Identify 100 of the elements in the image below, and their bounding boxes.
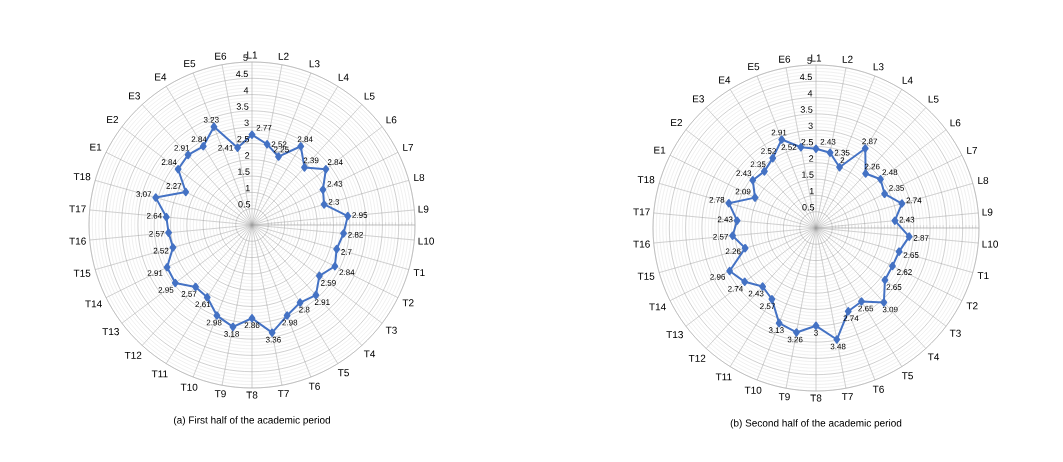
data-label: 2.09 xyxy=(735,188,751,195)
spoke-label: E4 xyxy=(155,73,167,81)
spoke-label: L2 xyxy=(278,52,289,60)
spoke-label: E6 xyxy=(215,52,227,60)
spoke-label: T5 xyxy=(337,369,349,377)
spoke-label: T16 xyxy=(633,240,650,248)
y-tick-label: 3 xyxy=(244,119,249,127)
data-label: 2.26 xyxy=(725,248,741,255)
text: (a) First half of the academic period xyxy=(173,416,330,426)
spoke-label: T8 xyxy=(810,394,822,402)
data-label: 2.43 xyxy=(736,170,752,177)
data-label: 2.74 xyxy=(728,286,743,292)
y-tick-label: 4 xyxy=(807,90,813,97)
y-tick-label: 1.5 xyxy=(238,168,250,175)
spoke-label: T14 xyxy=(85,300,102,308)
data-label: 2.96 xyxy=(710,274,726,280)
spoke-label: E2 xyxy=(107,116,119,124)
spoke-label: T13 xyxy=(102,328,119,336)
spoke-label: T11 xyxy=(151,370,168,378)
data-label: 2.59 xyxy=(321,280,336,286)
y-tick-label: 5 xyxy=(807,57,812,64)
spoke-label: T10 xyxy=(180,383,198,391)
spoke-label: T18 xyxy=(637,176,655,184)
spoke-label: L5 xyxy=(364,92,375,100)
data-label: 2 xyxy=(840,157,845,163)
data-label: 2.87 xyxy=(913,235,929,241)
y-tick-label: 0.5 xyxy=(238,201,251,208)
data-label: 3.23 xyxy=(203,116,219,123)
spoke-label: L3 xyxy=(309,60,320,68)
spoke-label: T7 xyxy=(841,393,853,401)
spoke-label: T12 xyxy=(688,354,706,362)
spoke-label: T16 xyxy=(69,237,86,245)
data-label: 3.36 xyxy=(265,336,281,343)
y-tick-label: 3 xyxy=(808,122,813,130)
data-label: 2.91 xyxy=(147,270,163,276)
spoke-label: E3 xyxy=(129,92,140,100)
data-label: 2.43 xyxy=(327,181,343,187)
data-label: 2.52 xyxy=(761,148,776,154)
data-label: 2.91 xyxy=(174,145,190,151)
data-label: 2.57 xyxy=(181,291,197,297)
spoke-label: T15 xyxy=(73,269,91,277)
data-label: 3.13 xyxy=(768,327,784,333)
spoke-label: T17 xyxy=(69,205,86,213)
spoke-label: L8 xyxy=(978,176,989,184)
y-tick-label: 2 xyxy=(809,155,814,162)
data-label: 2.35 xyxy=(889,185,904,191)
data-label: 2.91 xyxy=(771,129,787,136)
data-label: 2.57 xyxy=(713,233,728,240)
spoke-label: T13 xyxy=(666,331,683,339)
data-label: 3.26 xyxy=(787,336,803,343)
spoke-label: E1 xyxy=(90,143,102,151)
spoke-label: L5 xyxy=(928,95,939,103)
spoke-label: T5 xyxy=(901,372,913,380)
spoke-label: L4 xyxy=(338,73,349,81)
data-label: 2.8 xyxy=(299,306,310,313)
data-label: 2.7 xyxy=(341,249,352,255)
spoke-label: L7 xyxy=(403,143,414,151)
data-label: 2.65 xyxy=(886,284,902,290)
spoke-label: L1 xyxy=(811,54,822,62)
data-label: 3.07 xyxy=(136,191,152,197)
y-tick-label: 5 xyxy=(243,54,248,61)
spoke-label: E6 xyxy=(779,55,791,63)
data-label: 2.52 xyxy=(153,247,169,254)
data-label: 2.77 xyxy=(256,124,272,131)
data-label: 2.84 xyxy=(161,159,177,165)
spoke-label: L10 xyxy=(418,237,435,245)
data-label: 2.78 xyxy=(709,196,725,203)
spoke-label: L8 xyxy=(414,173,425,181)
data-label: 2.98 xyxy=(282,319,298,326)
spoke-label: E3 xyxy=(692,95,704,103)
spoke-label: L10 xyxy=(982,240,999,248)
spoke-label: L6 xyxy=(386,116,397,124)
data-label: 3.09 xyxy=(882,306,898,313)
spoke-label: T2 xyxy=(966,302,978,310)
data-label: 2.98 xyxy=(206,319,222,326)
spoke-label: T9 xyxy=(778,393,790,401)
data-label: 2.43 xyxy=(820,138,836,145)
spoke-label: E5 xyxy=(748,63,760,71)
data-label: 2.82 xyxy=(348,231,363,238)
data-label: 2.65 xyxy=(858,305,874,312)
data-label: 2.43 xyxy=(717,216,733,223)
data-label: 2.62 xyxy=(897,269,912,275)
data-label: 2.95 xyxy=(352,212,368,218)
spoke-label: T8 xyxy=(246,391,258,399)
data-label: 2.43 xyxy=(748,290,764,297)
spoke-label: T3 xyxy=(949,329,961,337)
y-tick-label: 3.5 xyxy=(800,106,813,113)
spoke-label: T18 xyxy=(73,173,91,181)
spoke-label: L2 xyxy=(842,55,853,63)
data-label: 2.95 xyxy=(158,287,174,293)
spoke-label: T4 xyxy=(363,350,376,358)
spoke-label: L6 xyxy=(950,119,961,127)
data-label: 2.74 xyxy=(906,197,922,204)
y-tick-label: 4.5 xyxy=(799,73,812,81)
spoke-label: L4 xyxy=(902,76,913,84)
y-tick-label: 4 xyxy=(243,87,249,94)
spoke-label: T1 xyxy=(413,269,425,277)
spoke-label: E5 xyxy=(184,60,196,68)
data-label: 2.52 xyxy=(781,144,797,151)
data-label: 2.86 xyxy=(244,322,260,329)
